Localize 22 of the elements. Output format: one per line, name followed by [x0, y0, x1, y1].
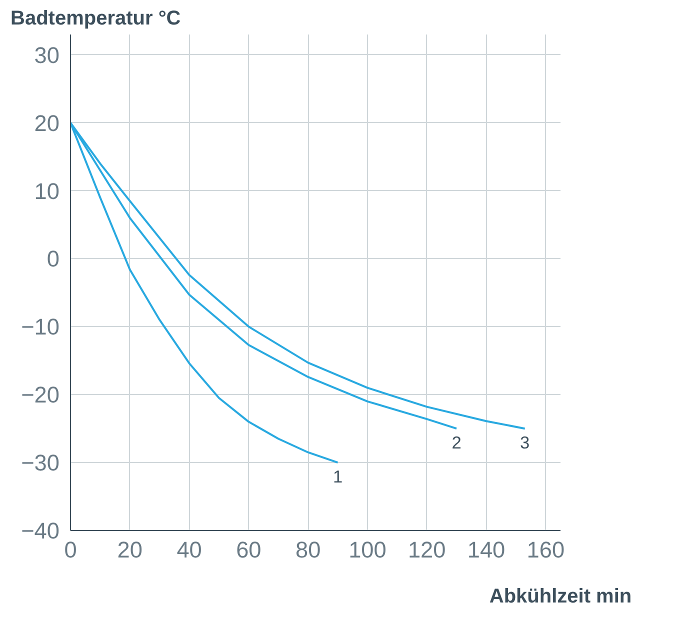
- x-tick-label: 140: [467, 536, 506, 562]
- x-tick-label: 20: [117, 536, 142, 562]
- y-tick-label: −20: [21, 382, 60, 408]
- x-tick-label: 0: [64, 536, 77, 562]
- y-tick-label: 20: [34, 110, 60, 136]
- x-tick-label: 40: [176, 536, 202, 562]
- y-tick-label: 0: [46, 246, 60, 272]
- y-tick-label: −30: [21, 450, 60, 476]
- x-tick-label: 100: [348, 536, 386, 562]
- x-tick-label: 80: [295, 536, 321, 562]
- series-label: 1: [332, 466, 343, 487]
- y-tick-label: 30: [34, 42, 60, 68]
- y-tick-label: −40: [21, 518, 60, 544]
- x-tick-label: 120: [408, 536, 446, 562]
- series-label: 3: [520, 432, 530, 453]
- x-tick-label: 60: [236, 536, 262, 562]
- x-tick-label: 160: [526, 536, 565, 562]
- y-tick-label: −10: [21, 314, 60, 340]
- y-axis-title: Badtemperatur °C: [10, 8, 181, 30]
- series-label: 2: [452, 432, 462, 453]
- x-axis-title: Abkühlzeit min: [489, 586, 632, 608]
- y-tick-label: 10: [34, 178, 60, 204]
